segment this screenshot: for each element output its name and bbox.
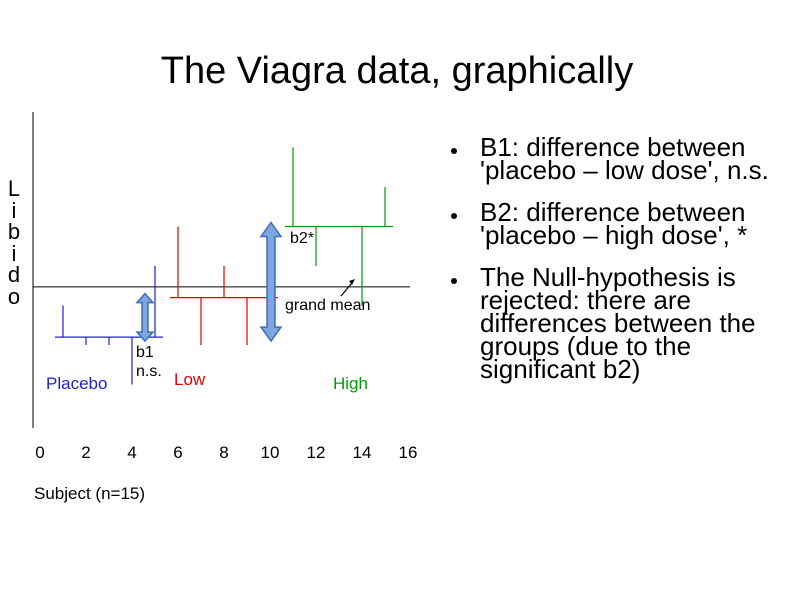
b2-arrow [259, 221, 283, 343]
group-label-low: Low [174, 370, 206, 389]
grand-mean-label: grand mean [285, 297, 370, 314]
bullet-b1: B1: difference between 'placebo – low do… [448, 134, 794, 183]
x-tick-label-5: 10 [261, 443, 280, 462]
y-axis-letter-4: d [7, 262, 21, 287]
x-tick-label-2: 4 [127, 443, 136, 462]
x-tick-label-0: 0 [35, 443, 44, 462]
x-tick-label-3: 6 [173, 443, 182, 462]
grand-mean-pointer [340, 282, 353, 297]
bullet-list: B1: difference between 'placebo – low do… [448, 134, 794, 400]
bullet-null-hypothesis: The Null-hypothesis is rejected: there a… [448, 264, 794, 382]
bullet-b2: B2: difference between 'placebo – high d… [448, 199, 794, 248]
b1-arrow [135, 292, 155, 343]
grand-mean-pointer-head [349, 279, 355, 285]
y-axis-letter-3: i [11, 240, 17, 266]
x-tick-label-6: 12 [307, 443, 326, 462]
x-tick-label-7: 14 [353, 443, 372, 462]
b1-significance-label: n.s. [136, 363, 162, 380]
group-label-placebo: Placebo [46, 374, 107, 393]
y-axis-letter-0: L [7, 176, 21, 201]
b1-label: b1 [136, 344, 154, 361]
x-tick-label-1: 2 [81, 443, 90, 462]
slide-title: The Viagra data, graphically [160, 50, 634, 92]
x-tick-label-8: 16 [399, 443, 418, 462]
group-label-high: High [333, 374, 368, 393]
x-tick-label-4: 8 [219, 443, 228, 462]
y-axis-letter-5: o [7, 283, 21, 309]
y-axis-letter-2: b [7, 219, 21, 244]
x-axis-label: Subject (n=15) [34, 484, 146, 503]
b2-label: b2* [290, 230, 314, 247]
y-axis-letter-1: i [11, 197, 17, 223]
